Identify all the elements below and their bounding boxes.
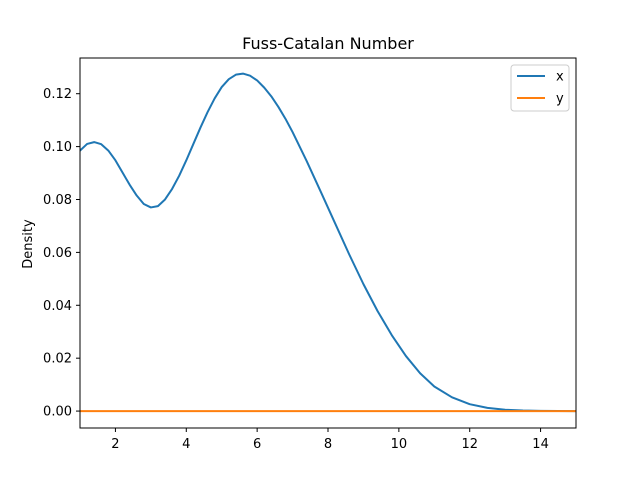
- x-tick-label: 10: [391, 437, 408, 452]
- legend-label-y: y: [556, 92, 564, 107]
- y-tick-label: 0.04: [43, 299, 72, 314]
- x-tick-label: 4: [182, 437, 190, 452]
- series-line-x: [80, 72, 576, 413]
- x-tick-label: 6: [253, 437, 261, 452]
- y-tick-label: 0.00: [43, 405, 72, 420]
- chart-title: Fuss-Catalan Number: [242, 34, 414, 53]
- y-tick-label: 0.06: [43, 246, 72, 261]
- x-tick-label: 2: [111, 437, 119, 452]
- y-tick-label: 0.02: [43, 352, 72, 367]
- y-tick-label: 0.12: [43, 87, 72, 102]
- x-tick-label: 8: [324, 437, 332, 452]
- x-tick-label: 14: [532, 437, 549, 452]
- y-tick-label: 0.10: [43, 140, 72, 155]
- x-axis: 2 4 6 8 10 12 14: [111, 428, 549, 452]
- x-tick-label: 12: [461, 437, 478, 452]
- legend-label-x: x: [556, 70, 564, 85]
- legend: xy: [510, 64, 570, 112]
- y-axis: 0.00 0.02 0.04 0.06 0.08 0.10 0.12: [43, 87, 80, 420]
- y-axis-label: Density: [21, 219, 36, 269]
- plot-area: [80, 72, 576, 413]
- y-tick-label: 0.08: [43, 193, 72, 208]
